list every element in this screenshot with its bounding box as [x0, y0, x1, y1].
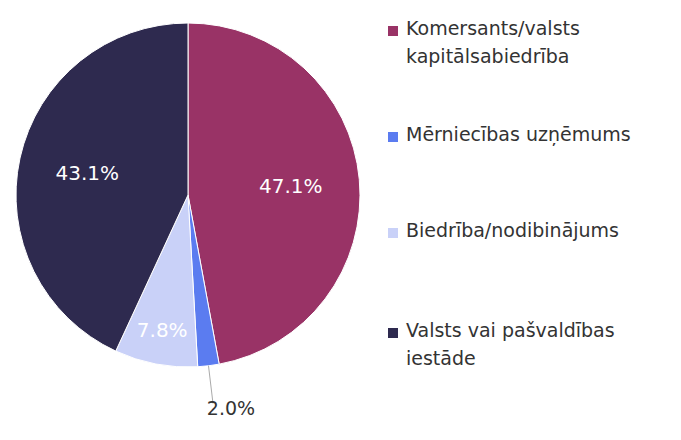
html-text:Biedrība/nodibinājums: Biedrība/nodibinājums	[406, 219, 619, 241]
svg-text:43.1%: 43.1%	[55, 161, 119, 185]
svg-text:2.0%: 2.0%	[207, 397, 255, 419]
svg-text:7.8%: 7.8%	[137, 318, 188, 342]
svg-text:47.1%: 47.1%	[259, 174, 323, 198]
html-text:Valsts vai pašvaldības iestāde: Valsts vai pašvaldības iestāde	[406, 319, 615, 369]
html-text:Komersants/valsts kapitālsabie: Komersants/valsts kapitālsabiedrība	[406, 17, 580, 67]
html-text:Mērniecības uzņēmums: Mērniecības uzņēmums	[406, 123, 631, 145]
